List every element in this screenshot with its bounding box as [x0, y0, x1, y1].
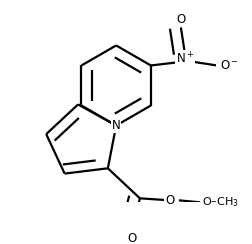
Text: N$^+$: N$^+$ [176, 51, 194, 66]
Text: O–CH$_3$: O–CH$_3$ [202, 195, 239, 209]
Text: O: O [176, 13, 185, 26]
Text: N: N [112, 119, 120, 132]
Text: O$^-$: O$^-$ [220, 59, 239, 72]
Text: O: O [127, 232, 137, 244]
Text: O: O [165, 194, 175, 207]
